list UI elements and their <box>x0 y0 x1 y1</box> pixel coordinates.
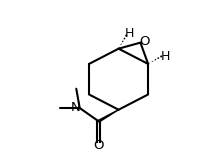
Text: O: O <box>139 35 150 48</box>
Text: N: N <box>71 101 81 114</box>
Text: H: H <box>125 27 134 40</box>
Polygon shape <box>98 110 119 122</box>
Text: O: O <box>93 139 104 152</box>
Text: H: H <box>161 50 170 63</box>
